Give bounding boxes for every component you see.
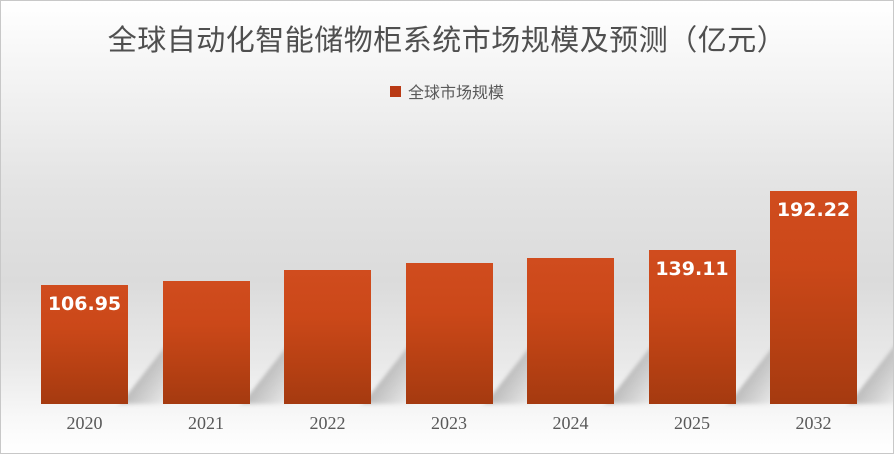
x-axis-label: 2024 — [552, 413, 589, 433]
x-axis-label: 2023 — [431, 413, 467, 433]
x-axis-label: 2025 — [674, 413, 710, 433]
x-axis-label: 2022 — [309, 413, 346, 433]
bar-2022 — [284, 270, 371, 404]
bar-2020: 106.95 — [41, 285, 128, 404]
bar-value-label: 139.11 — [655, 258, 729, 280]
x-axis-label: 2020 — [66, 413, 103, 433]
bar-2024 — [527, 258, 614, 404]
legend: 全球市场规模 — [1, 79, 893, 103]
legend-label: 全球市场规模 — [407, 85, 504, 102]
x-axis-label: 2032 — [795, 413, 832, 433]
x-axis-label: 2021 — [188, 413, 224, 433]
legend-swatch-icon — [389, 85, 401, 97]
bar-2032: 192.22 — [770, 191, 857, 404]
bar-2021 — [162, 281, 250, 404]
chart-title: 全球自动化智能储物柜系统市场规模及预测（亿元） — [107, 25, 787, 57]
bar-2025: 139.11 — [648, 250, 736, 404]
bar-value-label: 192.22 — [776, 199, 851, 221]
bar-value-label: 106.95 — [47, 293, 122, 315]
bar-2023 — [405, 263, 493, 404]
